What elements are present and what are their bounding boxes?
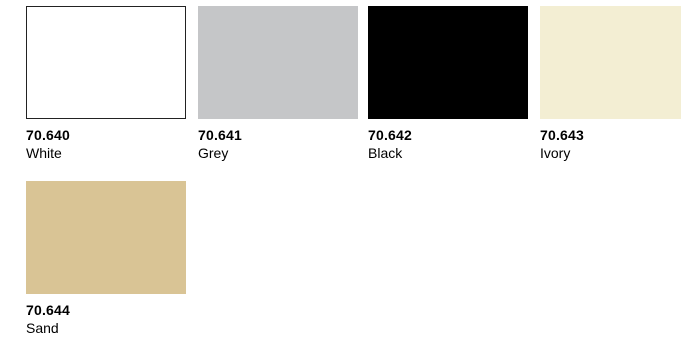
color-swatch <box>540 6 681 119</box>
swatch-name: White <box>26 145 186 161</box>
color-swatch <box>26 181 186 294</box>
swatch-name: Grey <box>198 145 358 161</box>
swatch-code: 70.640 <box>26 127 186 143</box>
swatch-code: 70.644 <box>26 302 186 318</box>
swatch-name: Ivory <box>540 145 681 161</box>
swatch-code: 70.643 <box>540 127 681 143</box>
swatch-name: Black <box>368 145 528 161</box>
color-swatch <box>26 6 186 119</box>
color-swatch <box>368 6 528 119</box>
swatch-card-grey: 70.641 Grey <box>198 6 358 161</box>
swatch-card-black: 70.642 Black <box>368 6 528 161</box>
color-swatch <box>198 6 358 119</box>
swatch-card-sand: 70.644 Sand <box>26 181 186 336</box>
swatch-card-ivory: 70.643 Ivory <box>540 6 681 161</box>
swatch-name: Sand <box>26 320 186 336</box>
swatch-code: 70.642 <box>368 127 528 143</box>
swatch-code: 70.641 <box>198 127 358 143</box>
swatch-card-white: 70.640 White <box>26 6 186 161</box>
